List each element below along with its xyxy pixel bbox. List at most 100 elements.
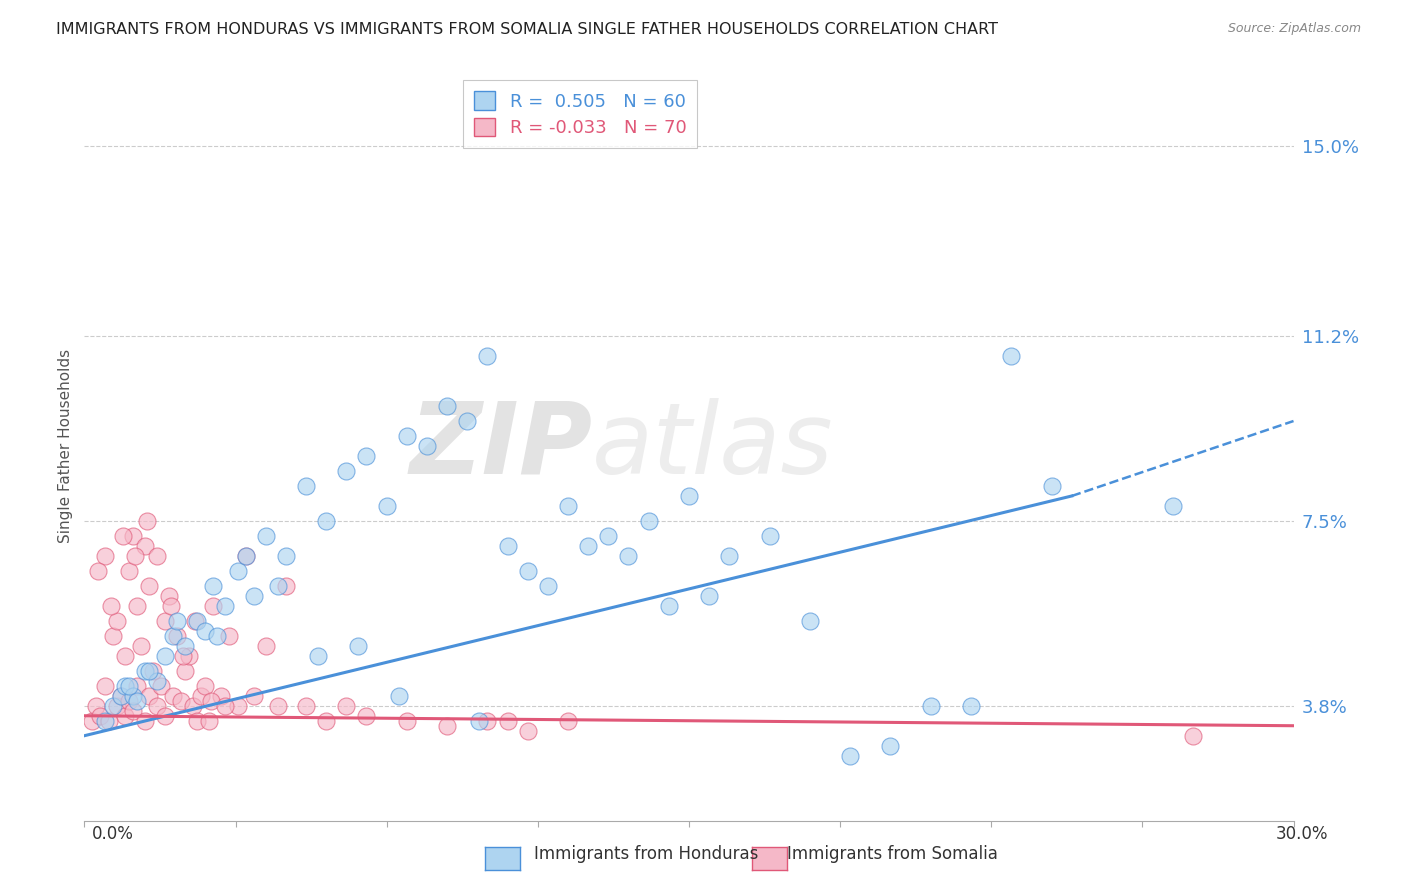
Point	[1000, 349, 1022, 363]
Point	[697, 589, 720, 603]
Text: IMMIGRANTS FROM HONDURAS VS IMMIGRANTS FROM SOMALIA SINGLE FATHER HOUSEHOLDS COR: IMMIGRANTS FROM HONDURAS VS IMMIGRANTS F…	[56, 22, 998, 37]
Point	[146, 549, 169, 563]
Point	[295, 479, 318, 493]
Point	[86, 698, 108, 713]
Point	[174, 664, 197, 678]
Point	[157, 589, 180, 603]
Point	[516, 564, 538, 578]
Point	[388, 689, 411, 703]
Point	[209, 689, 232, 703]
Point	[114, 648, 136, 663]
Point	[496, 539, 519, 553]
Point	[226, 564, 249, 578]
Point	[202, 599, 225, 613]
Point	[129, 639, 152, 653]
Point	[200, 694, 222, 708]
Point	[395, 714, 418, 728]
Point	[617, 549, 640, 563]
Point	[114, 679, 136, 693]
Point	[179, 648, 201, 663]
Point	[118, 694, 141, 708]
Point	[356, 449, 378, 463]
Point	[160, 599, 183, 613]
Point	[93, 679, 115, 693]
Point	[356, 708, 378, 723]
Point	[138, 579, 160, 593]
Point	[335, 698, 357, 713]
Point	[436, 399, 458, 413]
Point	[89, 708, 111, 723]
Point	[190, 689, 212, 703]
Text: Immigrants from Somalia: Immigrants from Somalia	[787, 846, 998, 863]
Point	[186, 714, 208, 728]
Point	[135, 514, 157, 528]
Point	[207, 629, 229, 643]
Point	[637, 514, 659, 528]
Point	[101, 698, 124, 713]
Point	[110, 689, 132, 703]
Point	[235, 549, 257, 563]
Point	[799, 614, 821, 628]
Point	[416, 439, 439, 453]
Point	[172, 648, 194, 663]
Point	[375, 499, 398, 513]
Point	[267, 698, 290, 713]
Point	[295, 698, 318, 713]
Point	[516, 723, 538, 738]
Point	[214, 599, 236, 613]
Point	[315, 514, 337, 528]
Text: atlas: atlas	[592, 398, 834, 494]
Text: ZIP: ZIP	[409, 398, 592, 494]
Point	[1040, 479, 1063, 493]
Point	[242, 589, 264, 603]
Point	[97, 714, 120, 728]
Point	[456, 414, 478, 428]
Point	[124, 549, 146, 563]
Point	[194, 624, 217, 638]
Point	[162, 629, 184, 643]
Point	[114, 708, 136, 723]
Point	[274, 549, 297, 563]
Point	[125, 694, 148, 708]
Point	[118, 564, 141, 578]
Point	[557, 714, 579, 728]
Point	[267, 579, 290, 593]
Point	[718, 549, 741, 563]
Point	[153, 708, 176, 723]
Point	[105, 698, 128, 713]
Point	[125, 599, 148, 613]
Point	[347, 639, 370, 653]
Point	[170, 694, 193, 708]
Point	[82, 714, 104, 728]
Point	[477, 714, 499, 728]
Point	[557, 499, 579, 513]
Point	[146, 698, 169, 713]
Point	[134, 664, 156, 678]
Point	[436, 719, 458, 733]
Point	[537, 579, 560, 593]
Point	[110, 689, 132, 703]
Point	[254, 639, 277, 653]
Point	[134, 539, 156, 553]
Point	[166, 629, 188, 643]
Point	[118, 679, 141, 693]
Text: Source: ZipAtlas.com: Source: ZipAtlas.com	[1227, 22, 1361, 36]
Point	[1161, 499, 1184, 513]
Point	[960, 698, 983, 713]
Text: 0.0%: 0.0%	[91, 825, 134, 843]
Point	[214, 698, 236, 713]
Point	[138, 664, 160, 678]
Point	[1181, 729, 1204, 743]
Point	[235, 549, 257, 563]
Point	[315, 714, 337, 728]
Point	[839, 748, 862, 763]
Point	[138, 689, 160, 703]
Point	[198, 714, 221, 728]
Point	[658, 599, 681, 613]
Point	[218, 629, 240, 643]
Point	[576, 539, 599, 553]
Point	[134, 714, 156, 728]
Point	[87, 564, 110, 578]
Point	[142, 664, 165, 678]
Point	[121, 529, 143, 543]
